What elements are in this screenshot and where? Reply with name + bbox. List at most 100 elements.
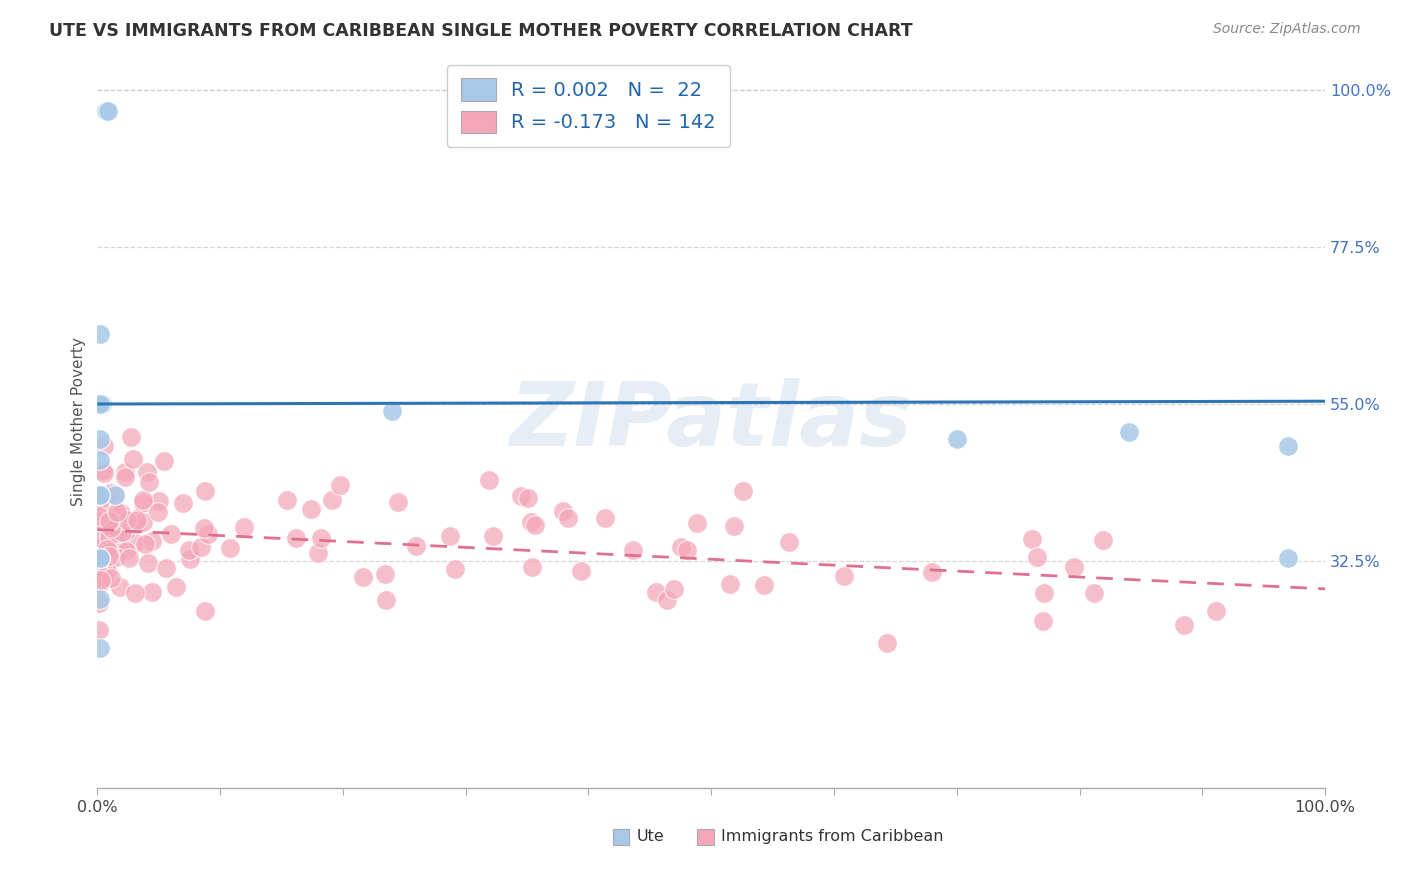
Point (141, 584, 163, 599)
Point (299, 502, 322, 516)
Legend: R = 0.002   N =  22, R = -0.173   N = 142: R = 0.002 N = 22, R = -0.173 N = 142 (447, 65, 730, 146)
Point (91, 558, 114, 573)
Point (100, 520, 122, 534)
Point (517, 491, 540, 505)
Point (136, 556, 159, 570)
Point (124, 586, 146, 600)
Point (96, 542, 118, 557)
Point (832, 569, 855, 583)
Point (87, 519, 110, 533)
Point (131, 515, 153, 529)
Point (104, 516, 127, 531)
Point (443, 562, 465, 576)
Point (89, 488, 111, 502)
Point (148, 494, 170, 508)
Point (731, 484, 754, 499)
Point (87, 560, 110, 574)
Point (1173, 618, 1195, 632)
Point (1026, 549, 1049, 564)
Point (165, 580, 187, 594)
Point (87, 513, 110, 527)
Point (97, 529, 120, 543)
Point (405, 539, 427, 553)
Point (321, 492, 343, 507)
Point (97, 554, 120, 568)
Point (100, 571, 122, 585)
Point (124, 536, 146, 550)
Point (89, 550, 111, 565)
Point (100, 509, 122, 524)
Text: Source: ZipAtlas.com: Source: ZipAtlas.com (1213, 22, 1361, 37)
Point (87, 596, 110, 610)
Point (101, 519, 124, 533)
Point (89, 492, 111, 507)
Point (439, 529, 461, 543)
Point (89, 488, 111, 502)
Point (381, 404, 404, 418)
Point (89, 553, 111, 567)
Point (160, 527, 183, 541)
Point (111, 524, 134, 539)
Point (921, 565, 943, 579)
Point (194, 604, 217, 618)
Text: UTE VS IMMIGRANTS FROM CARIBBEAN SINGLE MOTHER POVERTY CORRELATION CHART: UTE VS IMMIGRANTS FROM CARIBBEAN SINGLE … (49, 22, 912, 40)
Point (374, 566, 396, 581)
Point (89, 500, 111, 515)
Point (108, 542, 131, 557)
Point (98, 514, 121, 528)
Point (87, 514, 110, 528)
Point (121, 451, 143, 466)
Point (193, 483, 215, 498)
Point (114, 512, 136, 526)
Point (1277, 550, 1299, 565)
Point (311, 531, 333, 545)
Point (138, 475, 160, 489)
Point (89, 577, 111, 591)
Point (89, 488, 111, 502)
Point (93, 567, 115, 582)
Point (876, 636, 898, 650)
Point (232, 520, 254, 534)
Point (89, 327, 111, 342)
Point (98, 514, 121, 528)
Point (307, 546, 329, 560)
Point (519, 515, 541, 529)
Point (523, 518, 546, 533)
Point (387, 495, 409, 509)
Point (132, 496, 155, 510)
Point (89, 432, 111, 446)
Point (93, 439, 115, 453)
Point (107, 526, 129, 541)
Point (120, 429, 142, 443)
Point (89, 488, 111, 502)
Point (117, 512, 139, 526)
Point (134, 537, 156, 551)
Point (97, 510, 120, 524)
Point (219, 541, 242, 555)
Point (93, 542, 115, 557)
Point (664, 582, 686, 596)
Point (91, 524, 114, 539)
Point (1033, 586, 1056, 600)
Point (478, 473, 501, 487)
Point (510, 489, 533, 503)
Y-axis label: Single Mother Poverty: Single Mother Poverty (72, 337, 86, 506)
Point (1032, 614, 1054, 628)
Point (197, 527, 219, 541)
Point (1118, 425, 1140, 439)
Point (89, 624, 111, 638)
Point (89, 550, 111, 565)
Point (89, 397, 111, 411)
Point (482, 529, 505, 543)
Point (117, 551, 139, 566)
Point (1091, 533, 1114, 547)
Point (155, 560, 177, 574)
Point (657, 592, 679, 607)
Point (98, 545, 121, 559)
Point (285, 531, 308, 545)
Point (90, 513, 112, 527)
Text: Immigrants from Caribbean: Immigrants from Caribbean (721, 830, 943, 845)
Point (569, 564, 592, 578)
Point (89, 641, 111, 656)
Point (93, 538, 115, 552)
